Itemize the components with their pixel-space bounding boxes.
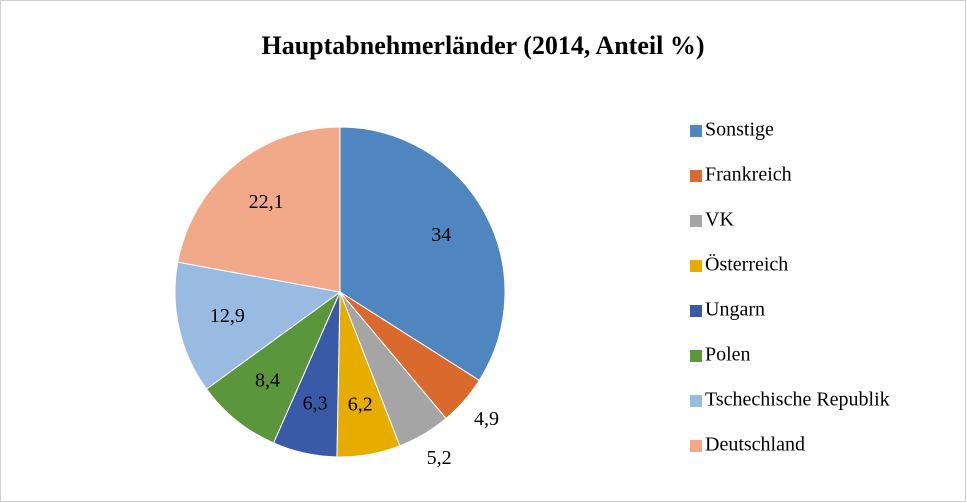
data-label: 5,2 xyxy=(427,447,452,469)
pie-slice xyxy=(339,126,506,382)
data-label: 34 xyxy=(431,224,451,246)
legend-swatch xyxy=(690,395,702,407)
legend-label: Tschechische Republik xyxy=(705,389,890,411)
legend-label: Polen xyxy=(705,344,751,366)
legend-swatch xyxy=(690,125,702,137)
data-label: 6,2 xyxy=(348,393,373,415)
legend-label: Sonstige xyxy=(705,119,774,141)
legend-swatch xyxy=(690,260,702,272)
legend-swatch xyxy=(690,215,702,227)
legend-label: VK xyxy=(705,209,734,231)
legend-label: Ungarn xyxy=(705,299,765,321)
pie-slice xyxy=(174,261,342,390)
data-label: 8,4 xyxy=(255,370,280,392)
data-label: 12,9 xyxy=(210,305,245,327)
chart-title: Hauptabnehmerländer (2014, Anteil %) xyxy=(262,31,705,60)
pie-slice xyxy=(205,290,342,444)
legend-label: Frankreich xyxy=(705,164,792,186)
legend-swatch xyxy=(690,170,702,182)
pie-slice xyxy=(177,126,341,293)
legend-swatch xyxy=(690,305,702,317)
data-label: 4,9 xyxy=(474,408,499,430)
legend-swatch xyxy=(690,350,702,362)
data-label: 22,1 xyxy=(249,191,284,213)
legend-swatch xyxy=(690,440,702,452)
data-label: 6,3 xyxy=(303,392,328,414)
legend-label: Österreich xyxy=(705,253,788,276)
legend-label: Deutschland xyxy=(705,434,805,456)
